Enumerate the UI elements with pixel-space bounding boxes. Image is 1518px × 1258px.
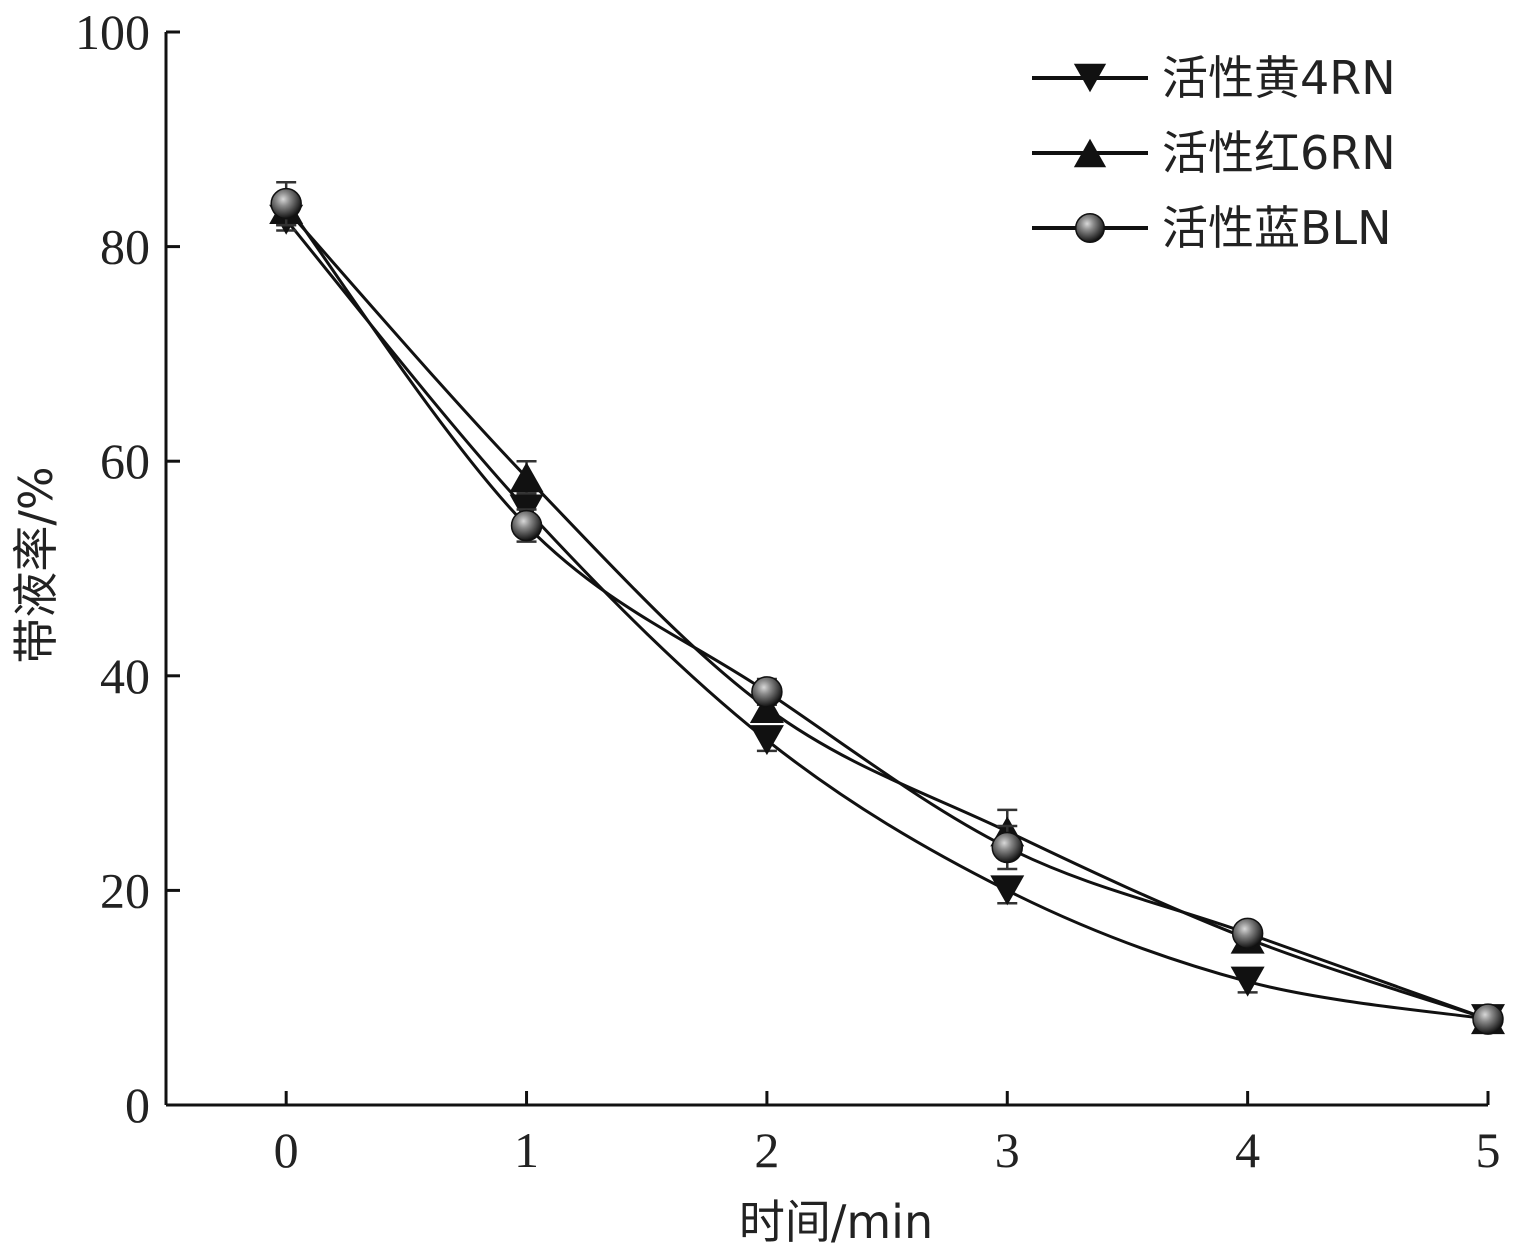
x-tick-label-3: 3 <box>995 1122 1020 1178</box>
x-axis-title: 时间/min <box>739 1195 933 1249</box>
y-tick-label-2: 40 <box>100 648 150 704</box>
point-2-0 <box>270 187 302 220</box>
point-2-2 <box>751 676 783 708</box>
legend-item-1: 活性红6RN <box>1032 126 1396 180</box>
series-2 <box>270 180 1504 1035</box>
point-2-4 <box>1231 917 1264 950</box>
point-2-1 <box>510 509 543 542</box>
legend-item-2: 活性蓝BLN <box>1032 201 1392 255</box>
legend-label-1: 活性红6RN <box>1162 126 1396 180</box>
tick-layer: 0 20 40 60 80 100 0 1 2 3 4 5 <box>75 4 1501 1178</box>
series-1 <box>269 191 1505 1035</box>
point-0-2 <box>749 725 784 756</box>
y-axis-title: 带液率/% <box>9 466 63 663</box>
x-tick-label-2: 2 <box>754 1122 779 1178</box>
y-tick-label-0: 0 <box>125 1077 150 1133</box>
legend-label-2: 活性蓝BLN <box>1162 201 1392 255</box>
series-0 <box>269 204 1505 1035</box>
y-tick-label-4: 80 <box>100 219 150 275</box>
y-tick-label-3: 60 <box>100 433 150 489</box>
point-1-2 <box>749 692 784 723</box>
legend: 活性黄4RN 活性红6RN 活性蓝BLN <box>1032 51 1396 255</box>
series-line-1 <box>285 208 1489 1021</box>
point-2-5 <box>1472 1003 1504 1035</box>
point-1-1 <box>509 462 544 493</box>
legend-marker-1 <box>1073 138 1107 168</box>
x-tick-label-1: 1 <box>514 1122 539 1178</box>
legend-marker-2 <box>1075 213 1105 243</box>
y-tick-label-1: 20 <box>100 862 150 918</box>
axes <box>164 32 1488 1107</box>
point-2-3 <box>991 831 1024 864</box>
x-tick-label-0: 0 <box>274 1122 299 1178</box>
x-tick-label-5: 5 <box>1476 1122 1501 1178</box>
x-tick-label-4: 4 <box>1235 1122 1260 1178</box>
legend-marker-0 <box>1073 63 1107 93</box>
series-layer <box>269 180 1505 1035</box>
legend-item-0: 活性黄4RN <box>1032 51 1396 105</box>
series-line-2 <box>284 202 1489 1021</box>
series-line-0 <box>285 218 1489 1021</box>
y-tick-label-5: 100 <box>75 4 150 60</box>
point-0-4 <box>1230 966 1265 997</box>
point-0-3 <box>990 875 1025 906</box>
legend-label-0: 活性黄4RN <box>1162 51 1396 105</box>
